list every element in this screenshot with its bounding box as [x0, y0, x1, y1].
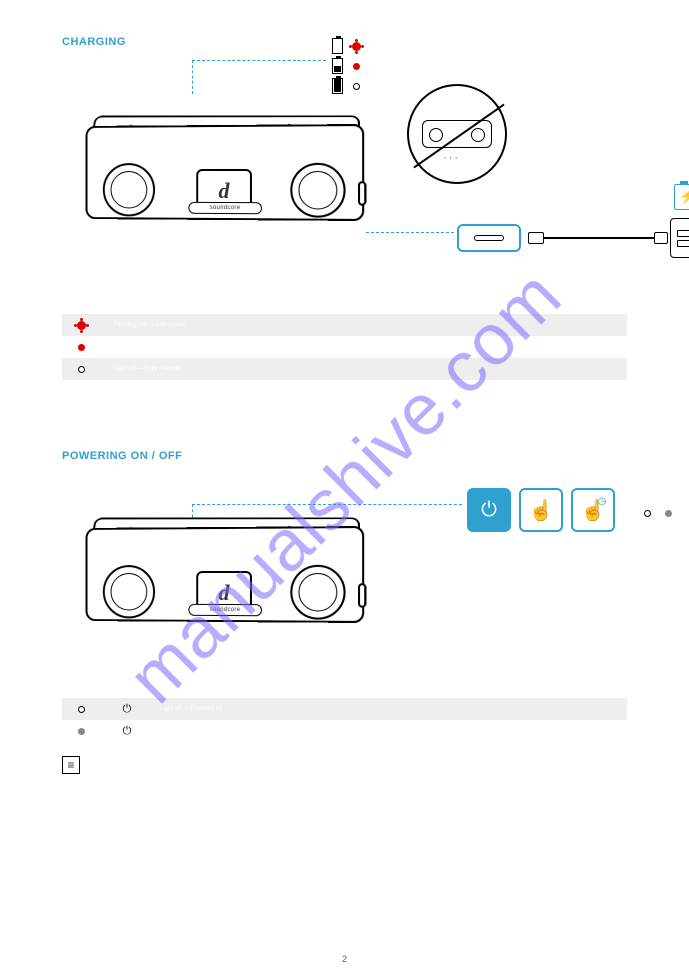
brand-label: soundcore [188, 604, 262, 616]
legend-text: Steady white — Powered on [160, 728, 621, 734]
legend-row: Flashing red — Low power [62, 314, 627, 336]
section-power: POWERING ON / OFF ⏻ ☝ ☝ ◷ ⏻ − [62, 450, 627, 774]
legend-row: Steady red — Charging [62, 336, 627, 358]
legend-text: Flashing red — Low power [114, 322, 621, 328]
driver-right-icon [290, 565, 345, 620]
led-off-icon [353, 83, 360, 90]
speaker-body: d soundcore [86, 526, 365, 623]
callout-line [192, 60, 326, 61]
press-chip: ☝ [519, 488, 563, 532]
usb-cable-icon [544, 237, 654, 239]
usb-a-plug-icon [654, 232, 668, 244]
led-off-icon [78, 366, 85, 373]
legend-text: Light off — Powered off [160, 706, 621, 712]
dry-before-charging-warning: ᾽᾽᾽ [407, 84, 507, 184]
usb-port-icon [358, 181, 366, 206]
driver-left-icon [103, 163, 155, 216]
led-red-icon [353, 63, 360, 70]
section-charging: CHARGING [62, 36, 627, 380]
battery-state-full [332, 76, 360, 96]
led-flash-red-icon [78, 322, 85, 329]
battery-state-column [332, 36, 360, 96]
callout-line [366, 232, 454, 233]
power-icon: ⏻ [114, 725, 140, 738]
page-number: 2 [342, 954, 347, 964]
heading-power: POWERING ON / OFF [62, 450, 627, 462]
charging-legend: Flashing red — Low power Steady red — Ch… [62, 314, 627, 380]
legend-row: ⏻ Steady white — Powered on [62, 720, 627, 742]
power-action-chips: ⏻ ☝ ☝ ◷ [467, 488, 615, 532]
press-hold-chip: ☝ ◷ [571, 488, 615, 532]
legend-text: Steady red — Charging [114, 344, 621, 350]
callout-line [192, 504, 462, 505]
legend-text: Light off — Fully charged [114, 366, 621, 372]
led-off-icon [644, 510, 651, 517]
brand-label: soundcore [188, 202, 262, 214]
led-white-icon [78, 728, 85, 735]
battery-state-low [332, 36, 360, 56]
led-off-icon [78, 706, 85, 713]
battery-state-charging [332, 56, 360, 76]
tap-icon: ☝ [529, 498, 554, 523]
note-text: The speaker will automatically power off… [88, 756, 345, 774]
charge-port-closeup [457, 224, 521, 252]
power-legend: ⏻ Light off — Powered off ⏻ Steady white… [62, 698, 627, 742]
speaker-body: d soundcore [86, 124, 365, 221]
result-state-dots [644, 510, 672, 517]
power-icon: ⏻ [481, 499, 497, 522]
legend-row: Light off — Fully charged [62, 358, 627, 380]
charger-output-battery-icon: ⚡ [674, 184, 689, 210]
power-chip: ⏻ [467, 488, 511, 532]
usb-c-plug-icon [528, 232, 544, 244]
led-on-icon [665, 510, 672, 517]
wall-charger-icon [670, 218, 689, 258]
callout-line [192, 60, 193, 94]
speaker-diagram: ⏻ − ♪ + ✽ d soundcore [82, 110, 362, 220]
led-red-icon [78, 344, 85, 351]
driver-left-icon [103, 565, 155, 618]
clock-icon: ◷ [598, 496, 607, 507]
legend-row: ⏻ Light off — Powered off [62, 698, 627, 720]
note: ≡ The speaker will automatically power o… [62, 756, 627, 774]
power-icon: ⏻ [114, 703, 140, 716]
usb-port-icon [358, 583, 366, 608]
speaker-diagram: ⏻ − ♪ + ✽ d soundcore [82, 512, 362, 622]
driver-right-icon [290, 163, 345, 218]
note-icon: ≡ [62, 756, 80, 774]
led-flash-red-icon [353, 43, 360, 50]
water-drops-icon: ᾽᾽᾽ [443, 156, 460, 168]
